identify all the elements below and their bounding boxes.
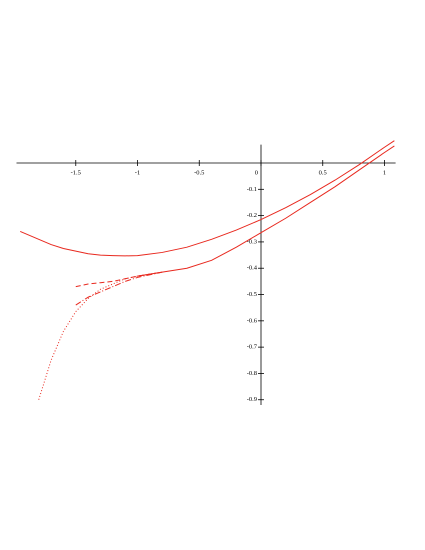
x-tick-label: 0 xyxy=(255,169,258,176)
y-tick-label: -0.7 xyxy=(247,344,258,351)
series-line xyxy=(75,271,163,306)
series-line xyxy=(20,140,395,257)
series-line xyxy=(75,271,163,288)
x-tick-label: 0.5 xyxy=(319,169,327,176)
y-tick-label: -0.9 xyxy=(247,396,257,403)
x-tick-label: -1.5 xyxy=(71,169,81,176)
x-tick-label: -0.5 xyxy=(194,169,204,176)
y-tick-label: -0.4 xyxy=(247,265,258,272)
y-tick-label: -0.6 xyxy=(247,317,258,324)
series-line xyxy=(38,271,163,400)
series-line xyxy=(137,145,395,277)
y-tick-label: -0.3 xyxy=(247,238,257,245)
y-tick-label: -0.1 xyxy=(247,186,257,193)
y-tick-label: -0.2 xyxy=(247,212,257,219)
y-tick-label: -0.5 xyxy=(247,291,257,298)
y-tick-label: -0.8 xyxy=(247,370,257,377)
x-tick-label: 1 xyxy=(383,169,386,176)
x-tick-label: -1 xyxy=(135,169,140,176)
